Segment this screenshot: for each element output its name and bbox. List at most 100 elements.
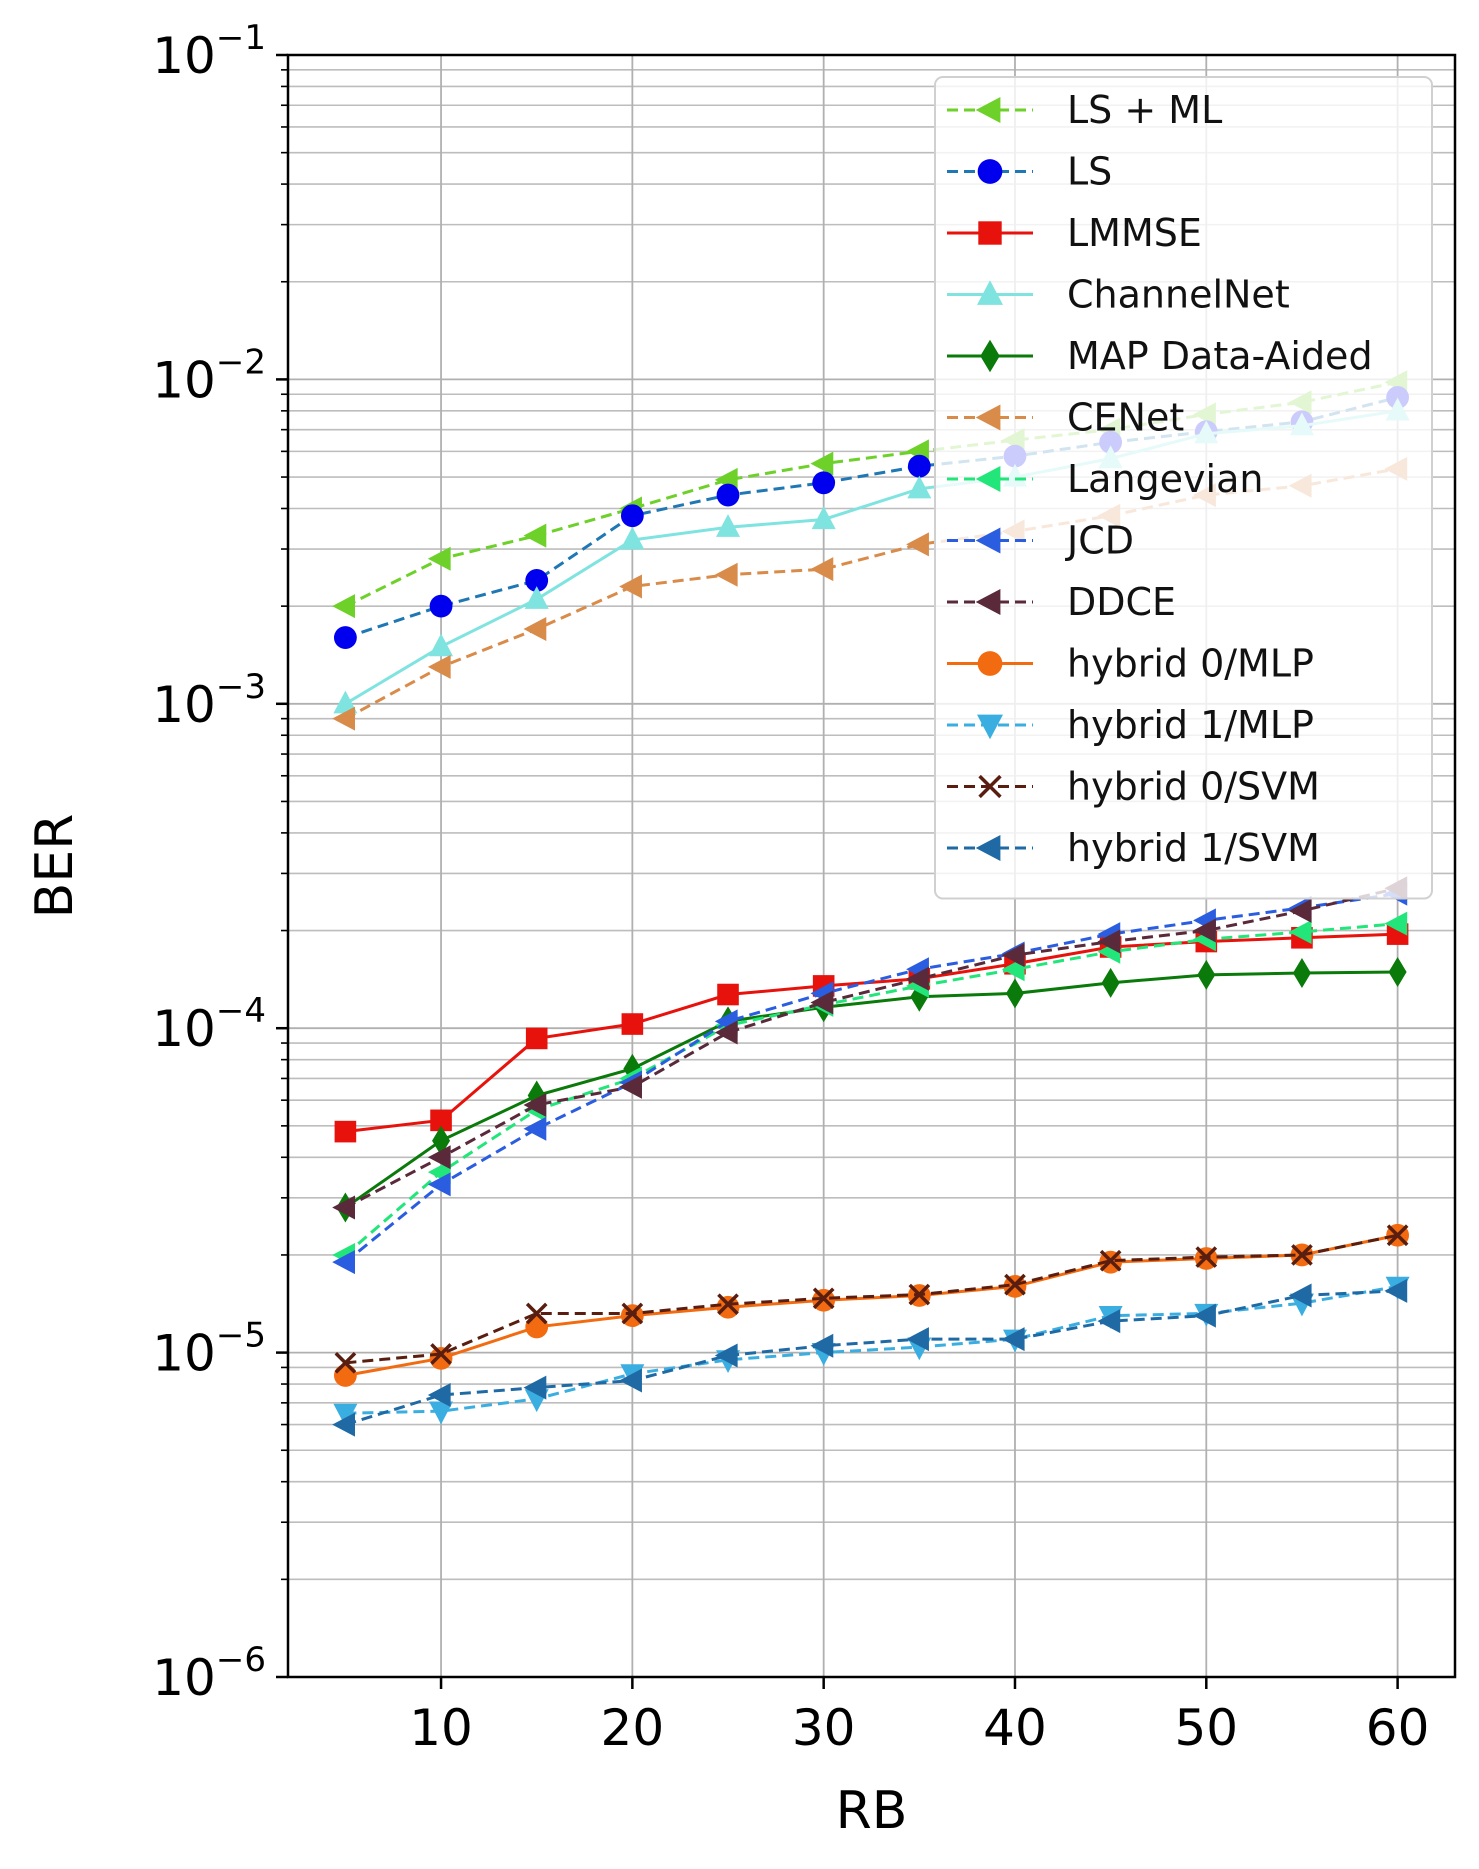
series-point <box>1291 1244 1313 1266</box>
series-hybrid-0-mlp <box>333 1223 1410 1387</box>
series-point <box>812 1287 835 1310</box>
series-point <box>1197 959 1216 990</box>
series-line <box>344 1289 1398 1427</box>
legend-marker <box>978 221 1002 245</box>
series-point <box>1001 943 1025 968</box>
series-point <box>717 1293 739 1316</box>
series-point <box>716 1295 740 1319</box>
series-point <box>332 1195 355 1220</box>
series-point <box>333 1403 358 1427</box>
x-tick-label: 30 <box>792 1699 856 1757</box>
series-point <box>619 1368 642 1393</box>
legend-marker <box>978 774 1002 799</box>
series-point <box>525 1315 549 1339</box>
legend-entry: hybrid 1/MLP <box>947 703 1314 747</box>
series-point <box>906 1327 929 1352</box>
x-axis-label: RB <box>836 1781 908 1841</box>
series-point <box>619 574 642 599</box>
plot-frame <box>286 53 1457 1679</box>
series-point <box>525 1027 548 1050</box>
y-tick-label: 10−3 <box>152 667 266 734</box>
legend-entry: LMMSE <box>947 211 1202 255</box>
series-ddce <box>332 876 1408 1220</box>
y-tick-exponent: −6 <box>216 1640 266 1680</box>
series-point <box>332 706 355 731</box>
series-line <box>344 892 1398 1264</box>
series-point <box>334 1120 357 1143</box>
series-point <box>332 594 355 619</box>
legend-entry: CENet <box>947 396 1184 440</box>
series-langevian <box>332 911 1408 1267</box>
series-point <box>523 617 547 642</box>
series-line <box>345 1233 1398 1365</box>
series-point <box>525 569 549 592</box>
series-point <box>620 504 644 528</box>
series-point <box>621 1013 644 1035</box>
legend-entry: DDCE <box>947 580 1176 624</box>
series-point <box>1193 918 1216 943</box>
series-point <box>523 523 547 548</box>
y-tick-exponent: −2 <box>216 342 266 382</box>
legend: LS + ML LS LMMSE ChannelNet MAP Data-Aided CE… <box>934 76 1433 900</box>
legend-box <box>934 76 1433 900</box>
series-point <box>1288 898 1312 923</box>
series-point <box>810 990 834 1015</box>
series-point <box>430 1109 452 1132</box>
y-tick-exponent: −5 <box>216 1316 266 1356</box>
series-hybrid-0-svm <box>334 1224 1409 1374</box>
series-point <box>907 475 932 499</box>
legend-entry: ChannelNet <box>947 273 1290 317</box>
y-tick-exponent: −1 <box>216 18 266 58</box>
series-point <box>619 1074 642 1099</box>
legend-marker <box>980 339 1000 373</box>
series-line <box>344 922 1398 1257</box>
legend-marker <box>977 714 1003 740</box>
series-point <box>716 483 740 507</box>
x-tick-label: 60 <box>1366 1699 1430 1757</box>
series-point <box>429 633 454 657</box>
series-point <box>810 557 834 582</box>
series-point <box>810 1333 834 1358</box>
series-point <box>1097 929 1121 954</box>
x-tick-label: 20 <box>601 1699 665 1757</box>
series-point <box>1099 1249 1122 1272</box>
legend-entry: JCD <box>947 519 1134 563</box>
x-axis-ticks: 10 20 30 40 50 60 <box>409 1677 1429 1757</box>
series-hybrid-1-svm <box>332 1278 1408 1437</box>
series-point <box>1384 911 1408 936</box>
y-tick-label: 10−4 <box>152 991 266 1058</box>
legend-label: JCD <box>1065 519 1134 563</box>
series-point <box>333 626 357 649</box>
series-point <box>427 546 451 571</box>
series-point <box>906 532 929 557</box>
legend-entry: hybrid 0/MLP <box>947 642 1314 686</box>
series-point <box>525 1302 548 1325</box>
series-point <box>333 690 358 714</box>
legend-label: LS + ML <box>1067 88 1222 132</box>
legend-marker <box>975 97 1001 123</box>
legend-marker <box>975 835 1001 861</box>
legend-label: hybrid 0/MLP <box>1067 642 1314 686</box>
series-point <box>1001 1327 1025 1352</box>
series-point <box>1386 1224 1409 1247</box>
series-point <box>429 594 453 618</box>
series-point <box>429 1346 453 1370</box>
y-tick-label: 10−5 <box>152 1316 266 1383</box>
legend-label: MAP Data-Aided <box>1067 334 1373 378</box>
y-axis-label: BER <box>25 814 85 919</box>
legend-marker <box>975 404 1001 431</box>
y-tick-exponent: −3 <box>216 667 266 707</box>
series-point <box>427 1172 451 1197</box>
series-point <box>1384 1278 1408 1303</box>
series-point <box>1288 1283 1312 1308</box>
series-line <box>345 1284 1398 1415</box>
x-tick-label: 40 <box>983 1699 1047 1757</box>
series-point <box>1292 957 1311 988</box>
legend-label: LMMSE <box>1067 211 1202 255</box>
series-point <box>812 471 836 495</box>
series-point <box>429 1401 454 1425</box>
legend-label: ChannelNet <box>1067 273 1290 317</box>
legend-entry: MAP Data-Aided <box>947 334 1373 378</box>
series-point <box>714 1343 738 1368</box>
legend-label: Langevian <box>1067 457 1263 501</box>
